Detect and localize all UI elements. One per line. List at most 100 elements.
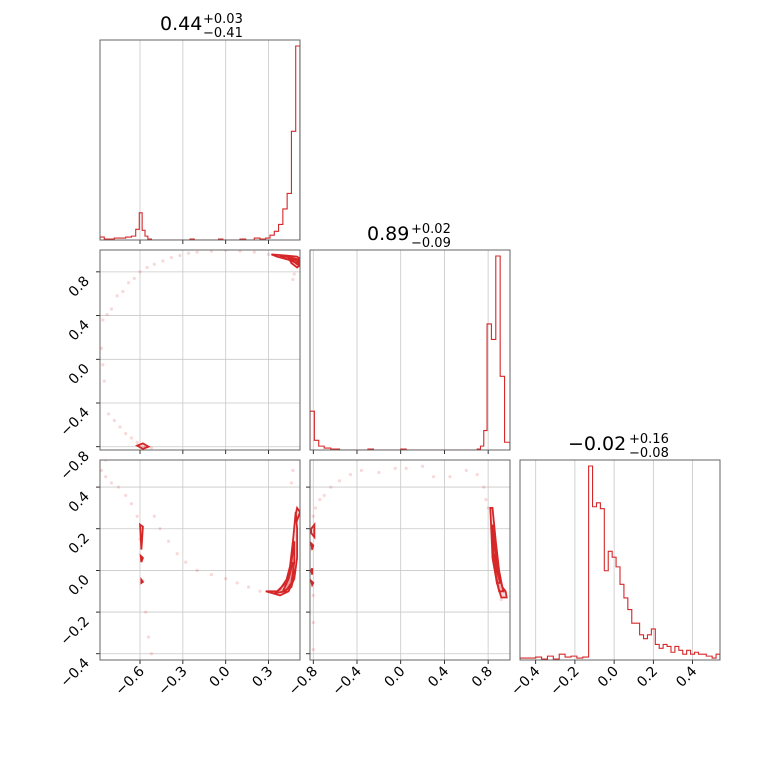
scatter-point (311, 647, 315, 652)
tick-label-x: 0.4 (425, 663, 452, 690)
scatter-point (135, 514, 139, 518)
hist-bin (274, 231, 278, 240)
hist-outline (310, 255, 510, 450)
density-contour (310, 567, 314, 575)
scatter-point (464, 468, 468, 473)
hist-bin (484, 431, 487, 450)
scatter-point (377, 470, 381, 475)
tick-label-x: −0.4 (508, 663, 543, 698)
title-0: 0.44 (160, 13, 202, 35)
tick-label-x: 0.8 (469, 664, 496, 691)
scatter-point (129, 502, 134, 506)
tick-label-y: 0.4 (66, 317, 93, 344)
scatter-point (420, 464, 425, 468)
scatter-point (161, 259, 165, 263)
scatter-point (106, 412, 111, 416)
hist-bin (698, 654, 706, 660)
hist-bin (319, 446, 324, 450)
density-contour (134, 442, 151, 450)
density-contour (493, 553, 502, 584)
scatter-point (195, 568, 199, 573)
scatter-point (186, 251, 191, 255)
tick-label-y: 0.0 (66, 361, 93, 388)
hist-bin (283, 209, 287, 240)
panel-scatter20: −0.6 −0.3 0.0 0.3 −0.4 −0.2 0.0 0.2 0.4 (57, 459, 301, 699)
scatter-point (475, 472, 479, 477)
scatter-point (209, 250, 214, 253)
tick-label-y: −0.4 (57, 655, 92, 690)
scatter-point (195, 250, 199, 254)
scatter-point (318, 497, 322, 502)
hist-bin (644, 639, 648, 660)
tick-label-x: −0.3 (155, 664, 190, 699)
density-contour (281, 561, 296, 594)
hist-bin (608, 551, 612, 660)
title-0-plus: +0.03 (203, 12, 243, 27)
scatter-point (109, 307, 114, 311)
hist-bin (491, 339, 495, 450)
scatter-point (146, 635, 151, 639)
tick-label-x: 0.0 (595, 664, 622, 691)
scatter-point (291, 277, 295, 282)
scatter-point (101, 363, 105, 367)
panels: −0.4 −0.2 0.0 0.2 0.4−0.8−0.40.00.40.8−0.6 −0… (57, 39, 721, 699)
density-contour (489, 507, 508, 599)
scatter-point (118, 425, 122, 429)
density-contour (140, 576, 145, 585)
title-0-minus: −0.41 (203, 26, 243, 41)
scatter-point (266, 252, 271, 256)
scatter-point (124, 432, 128, 436)
marks-hist0 (100, 45, 300, 240)
hist-bin (691, 654, 695, 660)
scatter-point (329, 485, 333, 489)
scatter-point (291, 468, 295, 473)
scatter-point (311, 620, 315, 625)
scatter-point (100, 468, 104, 473)
scatter-point (178, 253, 182, 258)
hist-bin (636, 623, 640, 660)
title-2: −0.02 (568, 433, 626, 455)
hist-bin (667, 646, 671, 660)
scatter-point (448, 475, 452, 479)
hist-bin (287, 193, 291, 240)
hist-bin (647, 635, 651, 660)
hist-bin (624, 598, 628, 660)
tick-label-x: 0.2 (634, 664, 661, 691)
hist-bin (142, 230, 145, 240)
scatter-point (135, 440, 139, 444)
tick-label-x: −0.2 (547, 664, 582, 699)
tick-label-x: 0.4 (673, 663, 700, 690)
density-contour (310, 541, 315, 550)
scatter-point (431, 475, 436, 479)
tick-label-x: 0.0 (381, 664, 408, 691)
scatter-point (169, 256, 174, 260)
scatter-point (121, 289, 125, 294)
hist-bin (589, 466, 593, 660)
scatter-point (184, 560, 188, 564)
hist-bin (547, 656, 553, 660)
marks-scatter10 (100, 250, 300, 450)
scatter-point (482, 485, 486, 489)
scatter-point (104, 475, 108, 479)
scatter-point (209, 572, 214, 577)
scatter-point (337, 479, 342, 483)
panel-frame (99, 459, 301, 661)
scatter-point (246, 585, 251, 589)
scatter-point (252, 250, 256, 254)
scatter-point (152, 514, 156, 518)
scatter-point (132, 276, 136, 281)
scatter-point (105, 312, 109, 317)
hist-bin (500, 376, 504, 450)
scatter-point (393, 466, 397, 470)
scatter-point (116, 485, 121, 489)
density-contour (294, 505, 300, 524)
hist-bin (655, 644, 659, 660)
hist-bin (291, 131, 295, 240)
marks-scatter20 (100, 460, 300, 656)
hist-bin (571, 656, 577, 660)
scatter-point (175, 552, 179, 556)
hist-bin (496, 256, 500, 450)
scatter-point (101, 318, 105, 322)
marks-scatter21 (310, 464, 508, 652)
hist-bin (593, 507, 597, 660)
